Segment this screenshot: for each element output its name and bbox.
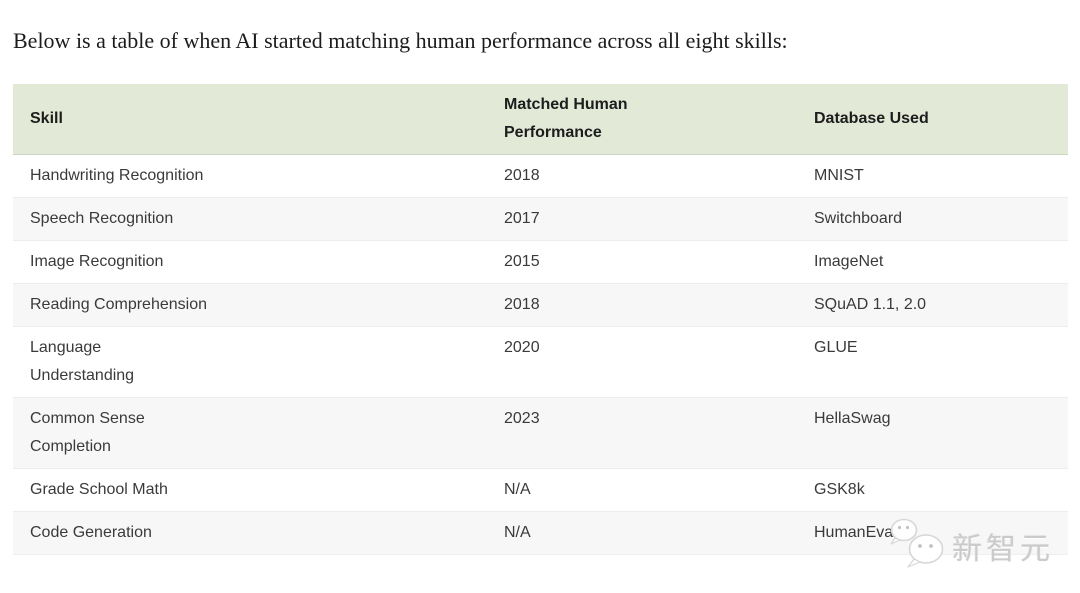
table-row: Common Sense Completion 2023 HellaSwag [13,397,1068,469]
table-row: Image Recognition 2015 ImageNet [13,240,1068,284]
cell-skill: Common Sense Completion [13,397,487,469]
cell-database: Switchboard [797,197,1068,241]
ai-human-performance-table: Skill Matched Human Performance Database… [13,84,1068,555]
column-header-matched-human-performance: Matched Human Performance [487,84,797,155]
cell-matched: 2023 [487,397,797,469]
cell-skill: Speech Recognition [13,197,487,241]
table-row: Reading Comprehension 2018 SQuAD 1.1, 2.… [13,283,1068,327]
cell-database: SQuAD 1.1, 2.0 [797,283,1068,327]
cell-skill: Handwriting Recognition [13,154,487,198]
cell-database: ImageNet [797,240,1068,284]
cell-skill: Image Recognition [13,240,487,284]
cell-database: GLUE [797,326,1068,398]
table-row: Speech Recognition 2017 Switchboard [13,197,1068,241]
cell-skill: Language Understanding [13,326,487,398]
column-header-skill: Skill [13,84,487,155]
cell-database: GSK8k [797,468,1068,512]
table-row: Code Generation N/A HumanEval [13,511,1068,555]
table-row: Handwriting Recognition 2018 MNIST [13,154,1068,198]
cell-database: HellaSwag [797,397,1068,469]
cell-matched: 2018 [487,154,797,198]
cell-matched: 2017 [487,197,797,241]
cell-matched: 2015 [487,240,797,284]
cell-skill: Grade School Math [13,468,487,512]
cell-database: MNIST [797,154,1068,198]
cell-skill: Code Generation [13,511,487,555]
intro-text: Below is a table of when AI started matc… [13,28,788,53]
cell-matched: N/A [487,511,797,555]
cell-skill: Reading Comprehension [13,283,487,327]
table-header: Skill Matched Human Performance Database… [13,84,1068,155]
cell-matched: 2020 [487,326,797,398]
column-header-database-used: Database Used [797,84,1068,155]
table-row: Language Understanding 2020 GLUE [13,326,1068,398]
header-row: Skill Matched Human Performance Database… [13,84,1068,155]
cell-matched: N/A [487,468,797,512]
table-body: Handwriting Recognition 2018 MNIST Speec… [13,154,1068,555]
cell-matched: 2018 [487,283,797,327]
table-row: Grade School Math N/A GSK8k [13,468,1068,512]
cell-database: HumanEval [797,511,1068,555]
